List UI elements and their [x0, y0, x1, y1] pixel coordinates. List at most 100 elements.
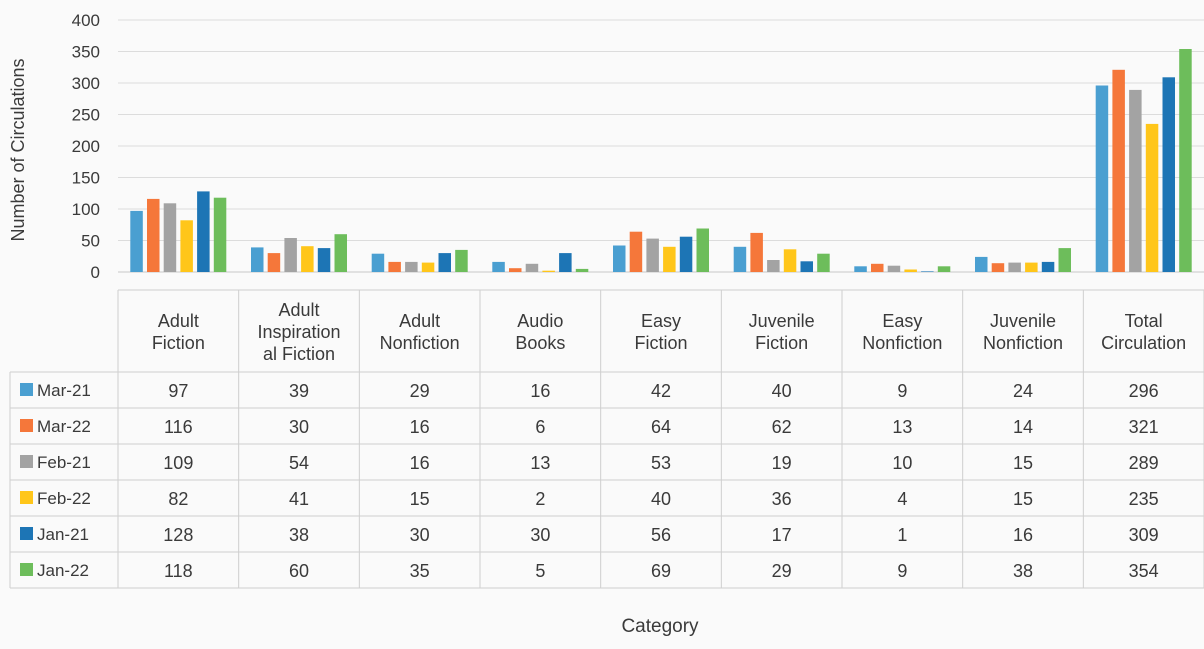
bar-mar-21-2: [371, 253, 385, 272]
data-label: 118: [164, 561, 193, 581]
bar-feb-21-5: [767, 260, 780, 272]
y-tick-label: 350: [72, 43, 100, 62]
legend-swatch-jan-21: [20, 527, 33, 540]
bar-jan-21-6: [921, 271, 934, 272]
data-label: 16: [1013, 525, 1033, 545]
bar-mar-21-6: [854, 266, 867, 272]
bar-jan-22-5: [817, 253, 830, 272]
data-label: 35: [410, 561, 430, 581]
y-tick-label: 50: [81, 232, 100, 251]
data-label: 29: [772, 561, 792, 581]
bar-jan-21-2: [438, 253, 451, 272]
y-tick-label: 200: [72, 137, 100, 156]
bar-feb-22-2: [421, 262, 435, 272]
data-label: 62: [772, 417, 792, 437]
bar-mar-21-5: [733, 246, 747, 272]
legend-swatch-feb-21: [20, 455, 33, 468]
category-label: Adult: [399, 311, 440, 331]
category-label: Nonfiction: [983, 333, 1063, 353]
bar-mar-21-8: [1095, 85, 1109, 272]
data-label: 9: [897, 381, 907, 401]
category-label: Adult: [158, 311, 199, 331]
data-label: 235: [1129, 489, 1159, 509]
data-label: 30: [289, 417, 309, 437]
category-label: al Fiction: [263, 344, 335, 364]
data-label: 39: [289, 381, 309, 401]
bar-feb-22-8: [1145, 123, 1159, 273]
category-label: Total: [1125, 311, 1163, 331]
bar-feb-22-4: [663, 246, 676, 272]
data-label: 2: [535, 489, 545, 509]
data-label: 38: [1013, 561, 1033, 581]
data-label: 69: [651, 561, 671, 581]
bar-feb-22-6: [904, 269, 917, 272]
bar-jan-21-0: [197, 191, 210, 272]
data-label: 42: [651, 381, 671, 401]
data-label: 321: [1129, 417, 1159, 437]
category-label: Audio: [517, 311, 563, 331]
data-label: 30: [410, 525, 430, 545]
data-label: 60: [289, 561, 309, 581]
bar-feb-22-1: [301, 246, 314, 272]
category-label: Juvenile: [749, 311, 815, 331]
y-tick-label: 0: [91, 263, 100, 282]
category-label: Juvenile: [990, 311, 1056, 331]
data-label: 38: [289, 525, 309, 545]
legend-label: Mar-22: [37, 417, 91, 436]
bar-jan-22-0: [213, 197, 227, 272]
legend-label: Jan-21: [37, 525, 89, 544]
x-axis-label: Category: [621, 616, 699, 637]
data-label: 54: [289, 453, 309, 473]
data-label: 109: [163, 453, 193, 473]
bar-feb-21-3: [525, 263, 539, 272]
bar-feb-22-5: [783, 249, 797, 272]
bar-mar-21-1: [251, 247, 264, 272]
bar-feb-22-7: [1025, 262, 1038, 272]
bar-mar-22-6: [871, 263, 884, 272]
y-axis-label: Number of Circulations: [8, 58, 28, 241]
data-label: 10: [892, 453, 912, 473]
legend-label: Feb-22: [37, 489, 91, 508]
data-label: 16: [530, 381, 550, 401]
bar-mar-22-7: [991, 263, 1005, 272]
data-label: 97: [168, 381, 188, 401]
category-label: Nonfiction: [862, 333, 942, 353]
data-label: 82: [168, 489, 188, 509]
data-label: 116: [164, 417, 193, 437]
legend-label: Feb-21: [37, 453, 91, 472]
data-label: 15: [1013, 453, 1033, 473]
data-label: 53: [651, 453, 671, 473]
category-label: Books: [515, 333, 565, 353]
data-label: 24: [1013, 381, 1033, 401]
bar-feb-21-8: [1129, 89, 1142, 273]
bar-feb-21-0: [163, 203, 177, 272]
bar-jan-21-3: [559, 253, 572, 272]
legend-swatch-mar-21: [20, 383, 33, 396]
y-tick-label: 150: [72, 169, 100, 188]
bar-feb-22-0: [180, 220, 193, 272]
bar-jan-21-8: [1162, 77, 1175, 272]
category-label: Circulation: [1101, 333, 1186, 353]
data-label: 289: [1129, 453, 1159, 473]
category-label: Inspiration: [257, 322, 340, 342]
bar-mar-22-8: [1112, 69, 1125, 272]
data-label: 15: [410, 489, 430, 509]
data-label: 5: [535, 561, 545, 581]
bar-feb-21-1: [284, 238, 297, 272]
y-tick-label: 100: [72, 200, 100, 219]
data-label: 13: [530, 453, 550, 473]
data-label: 14: [1013, 417, 1033, 437]
data-label: 6: [535, 417, 545, 437]
data-label: 4: [897, 489, 907, 509]
bar-feb-22-3: [542, 270, 555, 272]
data-label: 1: [897, 525, 907, 545]
category-label: Nonfiction: [380, 333, 460, 353]
data-label: 296: [1129, 381, 1159, 401]
data-label: 128: [163, 525, 193, 545]
data-label: 40: [772, 381, 792, 401]
bar-mar-22-2: [388, 261, 401, 272]
bar-mar-21-0: [130, 210, 143, 272]
data-label: 19: [772, 453, 792, 473]
